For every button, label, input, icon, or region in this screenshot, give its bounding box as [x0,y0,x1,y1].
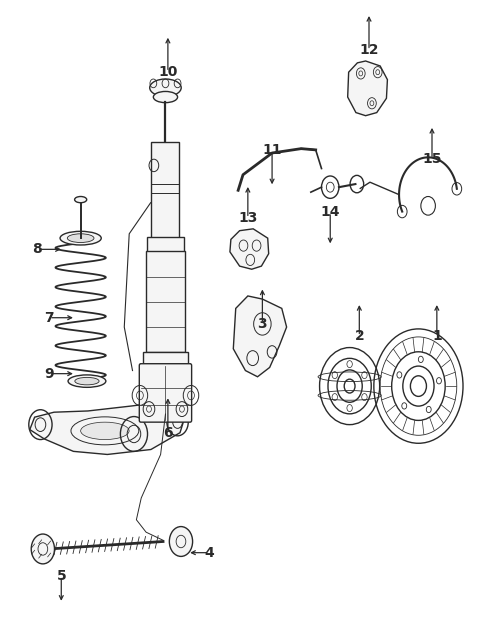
Polygon shape [30,402,185,454]
Ellipse shape [68,375,106,388]
Ellipse shape [75,378,99,385]
Circle shape [31,534,54,564]
Polygon shape [230,229,269,269]
FancyBboxPatch shape [143,352,188,366]
FancyBboxPatch shape [146,251,185,352]
Polygon shape [233,296,287,377]
Text: 9: 9 [44,367,54,381]
Text: 5: 5 [56,569,66,583]
Text: 7: 7 [44,311,54,325]
Text: 10: 10 [158,65,177,79]
Ellipse shape [74,196,87,202]
Ellipse shape [81,422,129,440]
Text: 8: 8 [32,242,42,256]
Ellipse shape [60,231,101,245]
Text: 4: 4 [204,546,214,559]
Text: 6: 6 [163,426,173,440]
Text: 12: 12 [359,44,379,57]
FancyBboxPatch shape [147,237,184,252]
Circle shape [169,526,192,556]
Ellipse shape [71,417,139,445]
Text: 15: 15 [422,152,442,166]
Ellipse shape [68,234,94,242]
Polygon shape [347,61,387,116]
Ellipse shape [150,79,181,97]
Text: 11: 11 [262,143,282,157]
Text: 1: 1 [432,330,442,343]
Text: 3: 3 [258,317,267,331]
Text: 2: 2 [354,330,364,343]
FancyBboxPatch shape [152,142,179,240]
FancyBboxPatch shape [139,364,191,422]
Text: 13: 13 [238,211,258,226]
Text: 14: 14 [320,205,340,219]
Ellipse shape [154,92,177,103]
